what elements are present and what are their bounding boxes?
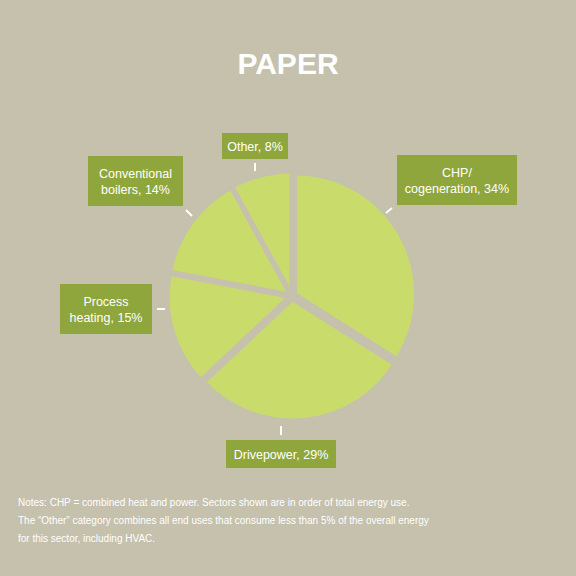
leader-line <box>157 308 165 310</box>
label-box <box>88 156 183 206</box>
category-line: heating, <box>69 311 113 325</box>
slice <box>233 172 291 292</box>
leader-line <box>186 210 192 216</box>
note: Notes: CHP = combined heat and power. Se… <box>18 497 409 508</box>
leader-line <box>280 426 282 435</box>
leader-line <box>254 163 256 171</box>
background <box>0 0 576 576</box>
category-label: Conventional boilers, <box>99 167 172 197</box>
category-label: CHP/cogeneration, <box>405 166 481 196</box>
category-line: CHP/ <box>442 166 472 180</box>
category-line: Other, <box>227 140 261 154</box>
data-label: 14% <box>145 183 170 197</box>
data-label: 15% <box>117 311 142 325</box>
category-label: Other, <box>227 140 261 154</box>
category-line: cogeneration, <box>405 182 481 196</box>
category-label: Drivepower, <box>234 448 300 462</box>
label-box <box>60 284 152 334</box>
category-line: boilers, <box>101 183 141 197</box>
note: for this sector, including HVAC. <box>18 533 155 544</box>
chart: PAPER CHP/cogeneration,34% Drivepower,29% P… <box>0 0 576 576</box>
data-label: 29% <box>303 448 328 462</box>
label-box <box>397 155 517 205</box>
leader-line <box>386 208 392 213</box>
slices <box>168 172 415 420</box>
label-box <box>226 440 336 468</box>
category-line: Drivepower, <box>234 448 300 462</box>
category-line: Conventional <box>99 167 172 181</box>
data-label: 8% <box>265 140 283 154</box>
data-label: 34% <box>484 182 509 196</box>
category-line: Process <box>83 295 128 309</box>
label-box <box>222 133 288 159</box>
note: The “Other” category combines all end us… <box>18 515 429 526</box>
title: PAPER <box>237 47 338 80</box>
